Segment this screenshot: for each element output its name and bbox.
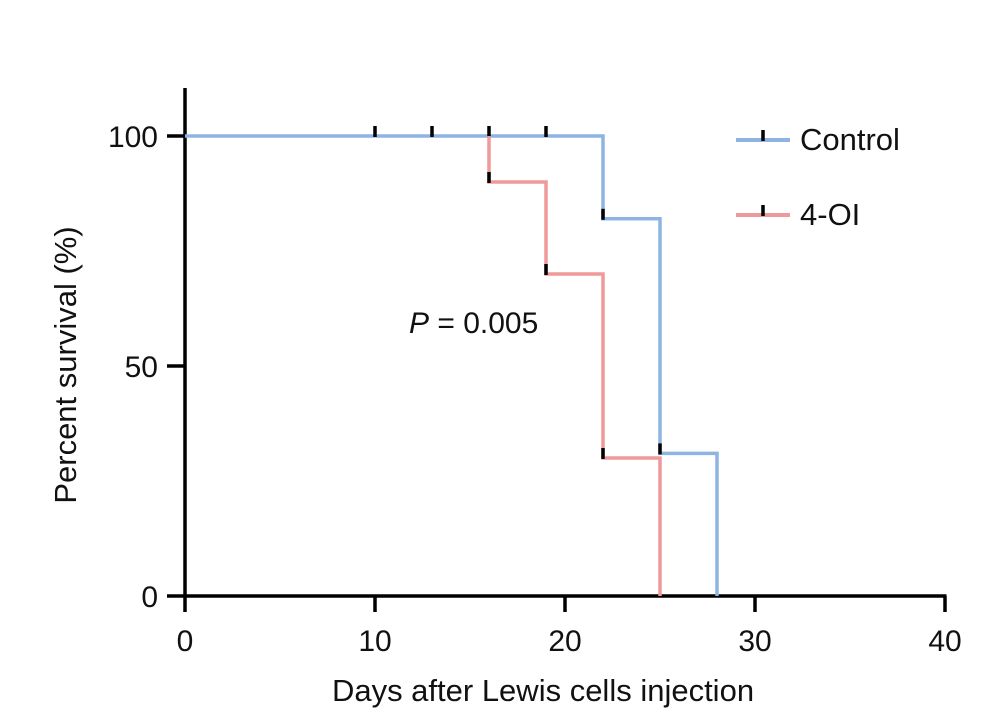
- legend: Control 4-OI: [736, 122, 900, 232]
- p-value-annotation: P = 0.005: [409, 307, 538, 340]
- series-4-oi: [487, 136, 662, 596]
- survival-curve: [185, 134, 719, 596]
- axes: 0 10 20 30 40 0 50 100: [108, 88, 962, 658]
- x-tick-label-20: 20: [548, 625, 581, 658]
- y-tick-label-100: 100: [108, 121, 158, 154]
- y-axis-label: Percent survival (%): [48, 226, 83, 503]
- x-tick-label-40: 40: [928, 625, 961, 658]
- legend-label: Control: [800, 122, 900, 157]
- series-layer: [185, 126, 719, 596]
- legend-label: 4-OI: [800, 197, 860, 232]
- x-tick-label-10: 10: [358, 625, 391, 658]
- x-tick-label-0: 0: [177, 625, 194, 658]
- legend-item-control: Control: [736, 122, 900, 157]
- p-value-symbol: P: [409, 307, 429, 340]
- y-tick-label-0: 0: [141, 581, 158, 614]
- x-tick-label-30: 30: [738, 625, 771, 658]
- legend-item-4-oi: 4-OI: [736, 197, 860, 232]
- series-control: [185, 126, 719, 596]
- y-tick-label-50: 50: [125, 351, 158, 384]
- survival-curve: [487, 136, 662, 596]
- p-value-text: = 0.005: [429, 307, 538, 340]
- x-axis-label: Days after Lewis cells injection: [332, 673, 754, 708]
